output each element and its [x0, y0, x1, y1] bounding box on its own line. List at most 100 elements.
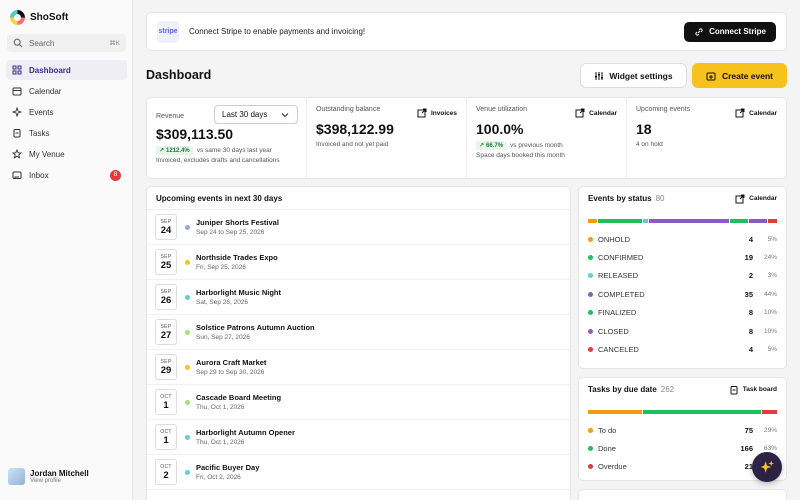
status-row[interactable]: RELEASED 2 3%: [579, 267, 786, 285]
status-bar: [588, 219, 778, 223]
event-row[interactable]: SEP 24 Juniper Shorts Festival Sep 24 to…: [147, 210, 570, 245]
date-chip: OCT 1: [155, 424, 177, 450]
status-count: 2: [748, 271, 753, 281]
nav-item-events[interactable]: Events: [6, 102, 127, 122]
widget-settings-button[interactable]: Widget settings: [580, 63, 687, 88]
event-date: Sep 24 to Sep 25, 2026: [196, 229, 265, 236]
status-row[interactable]: ONHOLD 4 5%: [579, 230, 786, 248]
bar-segment: [588, 219, 598, 223]
nav-item-tasks[interactable]: Tasks: [6, 123, 127, 143]
sparkle-icon: [12, 107, 22, 117]
event-row[interactable]: OCT 2 Pacific Buyer Day Fri, Oct 2, 2026: [147, 455, 570, 490]
link-icon: [694, 27, 704, 37]
stat-sub: Space days booked this month: [476, 152, 565, 159]
range-select[interactable]: Last 30 days: [214, 105, 298, 124]
stat-sub: Invoiced and not yet paid: [316, 141, 389, 148]
stat-label: Venue utilization: [476, 106, 527, 113]
event-name: Solstice Patrons Autumn Auction: [196, 323, 315, 332]
event-row[interactable]: OCT 1 Cascade Board Meeting Thu, Oct 1, …: [147, 385, 570, 420]
stat-delta-line: ↗ 1212.4% vs same 30 days last year: [156, 146, 297, 155]
event-color-dot: [185, 469, 190, 475]
status-label: CLOSED: [598, 326, 629, 336]
status-row[interactable]: CONFIRMED 19 24%: [579, 248, 786, 266]
status-row[interactable]: To do 75 29%: [579, 421, 786, 439]
nav-item-calendar[interactable]: Calendar: [6, 81, 127, 101]
event-color-dot: [185, 259, 190, 265]
date-day: 2: [163, 469, 169, 481]
trend-up-icon: ↗: [479, 143, 485, 149]
view-profile-link[interactable]: View profile: [30, 478, 61, 484]
date-month: SEP: [160, 218, 172, 225]
event-name: Aurora Craft Market: [196, 358, 267, 367]
link-label: Calendar: [749, 195, 777, 202]
invoices-link[interactable]: Invoices: [417, 108, 457, 118]
nav-label: Events: [29, 107, 54, 117]
event-row[interactable]: SEP 29 Aurora Craft Market Sep 29 to Sep…: [147, 350, 570, 385]
status-row[interactable]: Done 166 63%: [579, 439, 786, 457]
calendar-link[interactable]: Calendar: [735, 194, 777, 204]
search-icon: [13, 38, 23, 48]
bar-segment: [762, 410, 777, 414]
stat-value: $309,113.50: [156, 126, 234, 142]
event-row[interactable]: SEP 25 Northside Trades Expo Fri, Sep 25…: [147, 245, 570, 280]
status-row[interactable]: CANCELED 4 5%: [579, 340, 786, 358]
date-month: OCT: [160, 428, 172, 435]
clipboard-icon: [12, 128, 22, 138]
create-event-button[interactable]: Create event: [692, 63, 787, 88]
events-by-status-card: Events by status 80 Calendar ONHOLD 4 5%…: [578, 186, 787, 369]
link-label: Calendar: [749, 109, 777, 117]
assistant-fab[interactable]: [752, 452, 782, 482]
brand[interactable]: ShoSoft: [10, 10, 68, 25]
status-row[interactable]: CLOSED 8 10%: [579, 322, 786, 340]
search-placeholder: Search: [29, 38, 55, 48]
connect-stripe-button[interactable]: Connect Stripe: [684, 21, 776, 42]
external-link-icon: [735, 194, 745, 204]
status-count: 8: [748, 308, 753, 318]
bar-segment: [588, 410, 643, 414]
status-count: 166: [740, 444, 753, 454]
status-label: CANCELED: [598, 345, 639, 355]
star-icon: [12, 149, 22, 159]
status-label: COMPLETED: [598, 289, 645, 299]
nav-label: Calendar: [29, 86, 62, 96]
status-dot: [588, 273, 593, 279]
user-profile[interactable]: Jordan Mitchell View profile: [8, 468, 89, 485]
card-title: Events by status: [588, 194, 652, 203]
nav-item-inbox[interactable]: Inbox 8: [6, 165, 127, 185]
widget-settings-label: Widget settings: [609, 70, 673, 81]
date-chip: SEP 24: [155, 214, 177, 240]
trend-up-icon: ↗: [159, 148, 165, 154]
search-input[interactable]: Search ⌘K: [7, 34, 126, 52]
event-info: Juniper Shorts Festival Sep 24 to Sep 25…: [196, 218, 279, 236]
calendar-icon: [12, 86, 22, 96]
event-info: Solstice Patrons Autumn Auction Sun, Sep…: [196, 323, 315, 341]
event-row[interactable]: OCT 1 Harborlight Autumn Opener Thu, Oct…: [147, 420, 570, 455]
event-info: Cascade Board Meeting Thu, Oct 1, 2026: [196, 393, 281, 411]
status-row[interactable]: Overdue 21: [579, 458, 786, 476]
calendar-link[interactable]: Calendar: [735, 108, 777, 118]
event-row[interactable]: SEP 27 Solstice Patrons Autumn Auction S…: [147, 315, 570, 350]
stats-row: Revenue Last 30 days $309,113.50 ↗ 1212.4…: [146, 97, 787, 179]
status-row[interactable]: FINALIZED 8 10%: [579, 304, 786, 322]
card-header: Events by status 80 Calendar: [579, 187, 786, 210]
banner-text: Connect Stripe to enable payments and in…: [189, 27, 366, 36]
event-name: Pacific Buyer Day: [196, 463, 260, 472]
event-name: Harborlight Autumn Opener: [196, 428, 295, 437]
nav-label: Tasks: [29, 128, 50, 138]
bar-segment: [643, 410, 762, 414]
stat-value: $398,122.99: [316, 121, 394, 137]
status-row[interactable]: COMPLETED 35 44%: [579, 285, 786, 303]
event-row[interactable]: SEP 26 Harborlight Music Night Sat, Sep …: [147, 280, 570, 315]
task-board-link[interactable]: Task board: [729, 385, 777, 395]
card-count: 80: [655, 194, 665, 203]
card-title: Upcoming events in next 30 days: [156, 193, 283, 203]
nav-item-dashboard[interactable]: Dashboard: [6, 60, 127, 80]
nav-item-my-venue[interactable]: My Venue: [6, 144, 127, 164]
card-header: Tasks by due date 262 Task board: [579, 378, 786, 401]
calendar-link[interactable]: Calendar: [575, 108, 617, 118]
inbox-badge: 8: [110, 169, 121, 181]
external-link-icon: [575, 108, 585, 118]
date-month: OCT: [160, 393, 172, 400]
status-dot: [588, 464, 593, 470]
main-nav: Dashboard Calendar Events Tasks My Venue: [6, 60, 127, 186]
